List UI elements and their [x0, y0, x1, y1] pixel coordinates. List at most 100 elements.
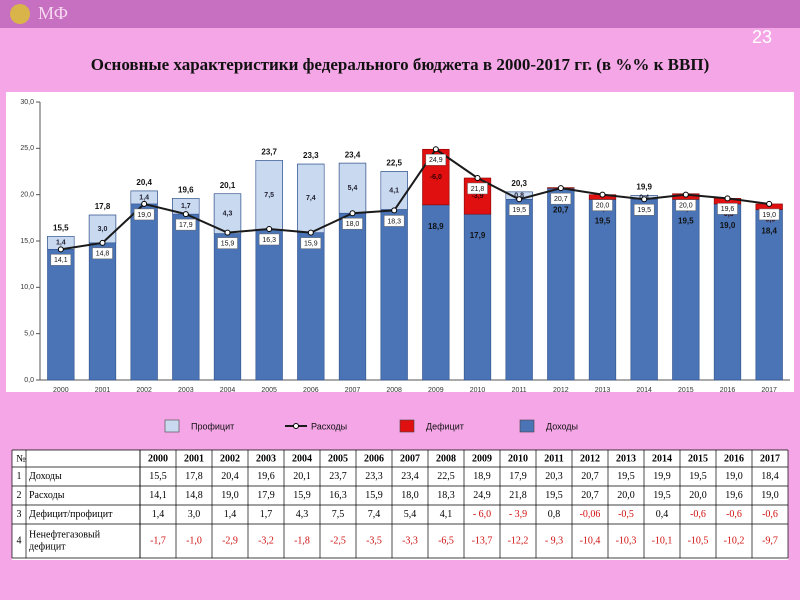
revenue-label: 23,4 [345, 150, 361, 159]
table-cell: -9,7 [762, 535, 778, 546]
table-cell: 0,8 [548, 509, 561, 520]
table-cell: -10,4 [580, 535, 601, 546]
table-cell: 20,7 [581, 490, 599, 501]
expense-label: 20,0 [596, 203, 610, 210]
revenue-label: 20,7 [553, 205, 569, 214]
expense-label: 24,9 [429, 157, 443, 164]
revenue-label: 17,8 [95, 202, 111, 211]
table-cell: 22,5 [437, 471, 455, 482]
table-cell: - 6,0 [473, 509, 491, 520]
row-label: дефицит [29, 541, 66, 552]
revenue-label: 23,3 [303, 151, 319, 160]
x-tick-label: 2012 [553, 387, 569, 394]
surplus-label: 4,1 [389, 187, 399, 194]
top-band [0, 0, 800, 28]
legend-point [293, 423, 299, 429]
x-tick-label: 2000 [53, 387, 69, 394]
row-label: Ненефтегазовый [29, 529, 101, 540]
table-cell: -3,5 [366, 535, 382, 546]
x-tick-label: 2017 [761, 387, 777, 394]
expense-point [307, 229, 314, 236]
revenue-label: 19,5 [595, 216, 611, 225]
revenue-label: 19,6 [178, 185, 194, 194]
table-cell: -6,5 [438, 535, 454, 546]
expense-label: 19,0 [137, 212, 151, 219]
table-cell: 19,0 [761, 490, 779, 501]
revenue-bar [755, 209, 783, 381]
table-cell: 15,5 [149, 471, 167, 482]
expense-point [557, 185, 564, 192]
expense-label-box [550, 192, 572, 205]
table-cell: 1,4 [152, 509, 165, 520]
x-tick-label: 2014 [636, 387, 652, 394]
surplus-label: 4,3 [223, 211, 233, 218]
table-cell: 1,4 [224, 509, 237, 520]
revenue-label: 19,0 [720, 221, 736, 230]
table-cell: 17,9 [257, 490, 275, 501]
table-header: 2012 [580, 453, 600, 464]
table-header: 2006 [364, 453, 384, 464]
table-header: 2010 [508, 453, 528, 464]
table-cell: 19,6 [725, 490, 743, 501]
surplus-label: 5,4 [348, 185, 358, 192]
revenue-label: 22,5 [386, 159, 402, 168]
row-label: Дефицит/профицит [29, 509, 113, 520]
x-tick-label: 2002 [136, 387, 152, 394]
expense-label-box [217, 237, 238, 249]
expense-point [474, 174, 481, 181]
row-number: 3 [17, 509, 22, 520]
table-header: 2016 [724, 453, 744, 464]
expense-label-box [92, 247, 113, 260]
table-cell: 4,1 [440, 509, 453, 520]
expense-label: 19,0 [762, 212, 776, 219]
expense-label-box [758, 208, 780, 221]
table-cell: -10,2 [724, 535, 745, 546]
expense-point [57, 246, 64, 253]
expense-label: 21,8 [471, 186, 485, 193]
table-header: 2001 [184, 453, 204, 464]
expense-label: 17,9 [179, 222, 193, 229]
expense-label: 18,0 [346, 221, 360, 228]
legend-label: Профицит [191, 421, 234, 431]
table-cell: 19,5 [545, 490, 563, 501]
y-tick-label: 0,0 [24, 377, 34, 384]
expense-point [432, 146, 439, 153]
table-cell: 7,4 [368, 509, 381, 520]
revenue-bar [463, 213, 492, 381]
expense-point [99, 239, 106, 246]
table-header: 2009 [472, 453, 492, 464]
table-cell: 20,1 [293, 471, 311, 482]
table-cell: 18,0 [401, 490, 419, 501]
x-tick-label: 2010 [470, 387, 486, 394]
surplus-label: 3,0 [98, 226, 108, 233]
legend-swatch [519, 419, 535, 433]
legend-swatch [399, 419, 415, 433]
table-cell: 19,5 [617, 471, 635, 482]
legend-label: Дефицит [426, 421, 464, 431]
y-tick-label: 10,0 [20, 284, 34, 291]
table-cell: 19,0 [221, 490, 239, 501]
revenue-bar [672, 199, 700, 381]
table-cell: -10,5 [688, 535, 709, 546]
table-cell: 20,3 [545, 471, 563, 482]
row-label: Расходы [29, 490, 65, 501]
table-cell: 19,0 [725, 471, 743, 482]
expense-label: 14,8 [96, 251, 110, 258]
table-cell: - 9,3 [545, 535, 563, 546]
revenue-label: 15,5 [53, 223, 69, 232]
row-number: 4 [17, 535, 22, 546]
revenue-bar [547, 187, 575, 381]
expense-label-box [592, 199, 613, 211]
table-cell: 20,7 [581, 471, 599, 482]
legend-label: Расходы [311, 421, 347, 431]
x-tick-label: 2005 [261, 387, 277, 394]
table-cell: 15,9 [365, 490, 383, 501]
table-header: 2007 [400, 453, 420, 464]
table-cell: -3,3 [402, 535, 418, 546]
table-cell: -0,06 [580, 509, 601, 520]
deficit-label: -6,0 [430, 174, 442, 181]
expense-label-box [383, 215, 405, 227]
table-header: 2000 [148, 453, 168, 464]
revenue-bar [505, 191, 533, 381]
expense-label: 18,3 [387, 218, 401, 225]
